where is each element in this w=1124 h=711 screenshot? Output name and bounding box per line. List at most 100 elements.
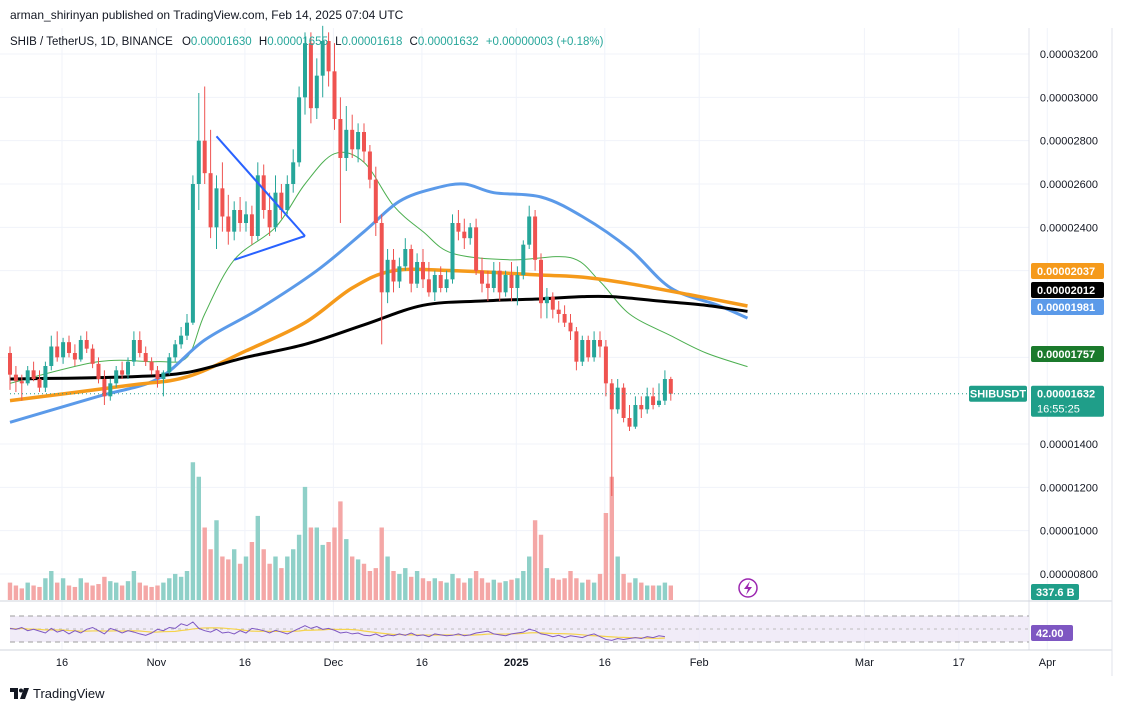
legend-h-label: H — [259, 36, 267, 48]
volume-bar — [90, 585, 95, 600]
volume-bar — [662, 582, 668, 600]
lightning-icon[interactable] — [738, 578, 758, 598]
candle — [285, 175, 290, 215]
ma-price-tag: 0.00002012 — [1031, 282, 1104, 298]
candle — [521, 240, 526, 280]
countdown: 16:55:25 — [1037, 404, 1080, 416]
candle — [544, 288, 549, 319]
triangle-pattern — [215, 135, 306, 261]
volume-bar — [119, 585, 125, 600]
legend-o-value: 0.00001630 — [191, 36, 252, 48]
volume-bar — [527, 556, 532, 600]
svg-text:337.6 B: 337.6 B — [1036, 587, 1075, 599]
volume-bar — [37, 586, 42, 600]
volume-bar — [273, 556, 278, 600]
volume-bar — [114, 582, 119, 600]
candle — [308, 32, 313, 124]
candle — [574, 327, 579, 371]
candle — [131, 331, 136, 366]
candle — [662, 370, 667, 405]
volume-bar — [627, 582, 632, 600]
volume-bar — [414, 571, 420, 600]
volume-bar — [645, 585, 650, 600]
candle — [279, 184, 284, 219]
candle — [362, 123, 366, 163]
volume-bar — [190, 462, 196, 600]
legend[interactable]: SHIB / TetherUS, 1D, BINANCE O0.00001630… — [10, 36, 604, 48]
legend-change: +0.00000003 (+0.18%) — [486, 36, 604, 48]
candle — [31, 361, 36, 382]
candle — [639, 396, 644, 418]
time-tick-label: 16 — [416, 657, 428, 669]
candle — [244, 201, 248, 232]
symbol-label: SHIBUSDT — [969, 385, 1027, 402]
volume-bar — [302, 486, 308, 600]
volume-bar — [232, 549, 237, 600]
time-tick-label: 17 — [953, 657, 965, 669]
volume-bar — [173, 573, 178, 600]
candle — [491, 262, 496, 293]
candle — [609, 379, 614, 496]
time-tick-label: 16 — [239, 657, 251, 669]
candle — [255, 162, 260, 241]
candle — [438, 266, 443, 293]
price-tick-label: 0.00002600 — [1040, 179, 1098, 191]
volume-bar — [491, 579, 496, 600]
pattern-trendline[interactable] — [233, 235, 306, 261]
volume-bar — [296, 534, 302, 600]
volume-bar — [155, 585, 160, 600]
candle — [185, 314, 189, 340]
volume-bar — [532, 520, 538, 600]
candle — [155, 366, 160, 388]
volume-bar — [344, 539, 349, 600]
volume-bar — [137, 582, 142, 600]
candle — [173, 340, 178, 362]
volume-bar — [432, 578, 437, 600]
volume-bar — [202, 527, 207, 600]
candle — [332, 43, 337, 130]
rsi-band — [10, 616, 1029, 642]
candle — [297, 86, 302, 167]
volume-bar — [279, 568, 284, 600]
volume-bar — [55, 582, 60, 600]
volume-bar — [261, 549, 266, 600]
candle — [356, 123, 361, 163]
svg-text:0.00001981: 0.00001981 — [1037, 302, 1095, 314]
time-axis[interactable]: 16 Nov 16 Dec 16 2025 16 Feb Mar 17 Apr — [56, 657, 1056, 669]
candle — [415, 253, 420, 288]
volume-bar — [332, 527, 337, 600]
svg-text:0.00001757: 0.00001757 — [1037, 349, 1095, 361]
rsi-ma-line — [9, 627, 665, 639]
volume-bar — [426, 581, 432, 600]
candle — [190, 175, 195, 325]
candle — [208, 129, 213, 239]
volume-bar — [574, 578, 579, 600]
candle — [114, 366, 119, 388]
volume-bar — [220, 556, 225, 600]
candle — [668, 376, 673, 401]
time-tick-label: Mar — [855, 657, 874, 669]
volume-bar — [60, 578, 66, 600]
volume-bar — [450, 573, 455, 600]
tradingview-logo[interactable]: TradingView — [10, 686, 105, 701]
volume-bar — [78, 578, 83, 600]
legend-c-value: 0.00001632 — [418, 36, 479, 48]
volume-bar — [167, 578, 172, 600]
price-tick-label: 0.00000800 — [1040, 569, 1098, 581]
time-tick-label: Apr — [1039, 657, 1056, 669]
volume-bar — [556, 579, 561, 600]
candle — [37, 370, 42, 392]
price-tick-label: 0.00002400 — [1040, 222, 1098, 234]
candle — [220, 162, 225, 232]
pattern-trendline[interactable] — [215, 135, 306, 237]
ma-blue-line — [9, 182, 749, 424]
candle — [72, 344, 77, 366]
candle — [373, 166, 378, 236]
candle — [90, 344, 95, 369]
volume-bar — [361, 563, 367, 600]
candle — [568, 314, 573, 340]
volume-bar — [503, 581, 508, 600]
candle — [226, 194, 231, 245]
candle — [403, 238, 408, 271]
